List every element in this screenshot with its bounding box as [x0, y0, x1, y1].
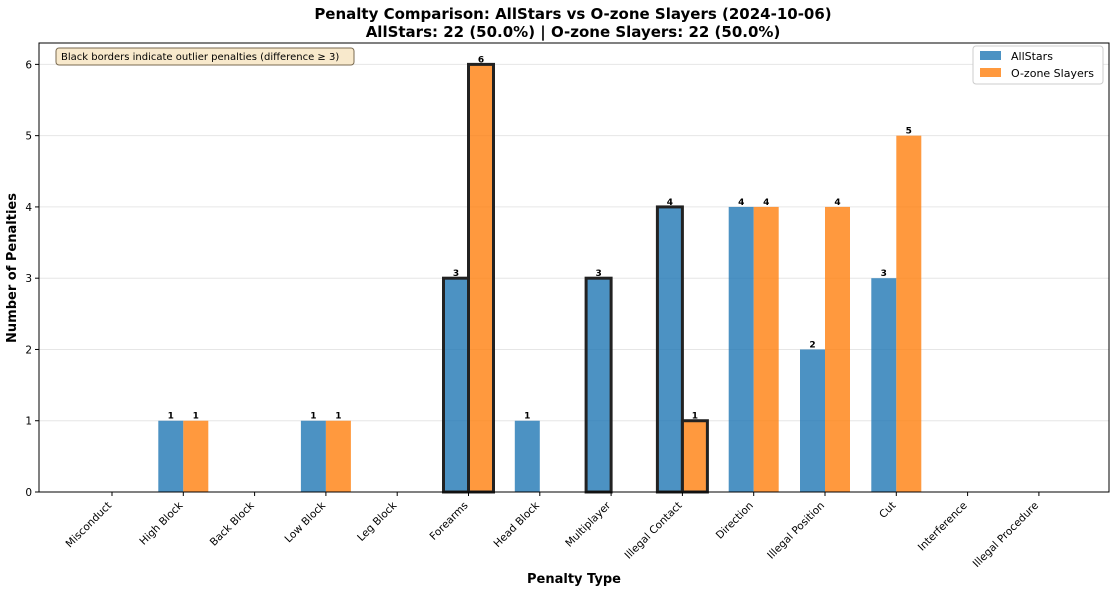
- bar-allstars-head-block: [514, 420, 540, 492]
- outlier-note: Black borders indicate outlier penalties…: [55, 47, 355, 66]
- data-label-o-zone-slayers-direction: 4: [763, 198, 769, 208]
- bars: [158, 62, 922, 494]
- bar-allstars-illegal-contact: [655, 205, 684, 494]
- bar-o-zone-slayers-low-block: [325, 420, 351, 492]
- data-label-allstars-forearms: 3: [453, 269, 459, 279]
- x-tick-label-illegal-procedure: Illegal Procedure: [971, 500, 1041, 570]
- y-tick-label: 2: [25, 344, 32, 356]
- data-label-o-zone-slayers-cut: 5: [906, 127, 912, 137]
- data-label-o-zone-slayers-illegal-position: 4: [834, 198, 840, 208]
- data-label-allstars-multiplayer: 3: [595, 269, 601, 279]
- legend-box: [972, 45, 1104, 85]
- data-labels: 1 1 1 1 3 6 1 3 4 1 4 4 2 4 3 5: [168, 55, 912, 421]
- x-tick-label-cut: Cut: [877, 500, 898, 521]
- bar-allstars-forearms: [442, 276, 470, 494]
- x-tick-label-low-block: Low Block: [282, 499, 328, 545]
- chart-title: Penalty Comparison: AllStars vs O-zone S…: [314, 5, 831, 23]
- x-axis-label: Penalty Type: [527, 572, 621, 587]
- data-label-allstars-illegal-position: 2: [809, 340, 815, 350]
- bar-o-zone-slayers-direction: [753, 206, 779, 492]
- x-tick-label-multiplayer: Multiplayer: [563, 499, 613, 549]
- legend-label-allstars: AllStars: [1011, 50, 1053, 63]
- x-tick-label-direction: Direction: [714, 500, 756, 542]
- bar-o-zone-slayers-illegal-contact: [680, 419, 709, 494]
- outlier-note-text: Black borders indicate outlier penalties…: [61, 52, 339, 63]
- plot-frame: [38, 42, 1110, 493]
- bar-allstars-illegal-position: [800, 349, 825, 492]
- x-tick-label-interference: Interference: [916, 500, 970, 554]
- data-label-o-zone-slayers-high-block: 1: [193, 412, 199, 422]
- bar-o-zone-slayers-illegal-position: [825, 206, 850, 492]
- x-axis: Misconduct High Block Back Block Low Block L…: [64, 492, 1041, 570]
- outlier-note-box: [55, 47, 355, 66]
- x-tick-label-head-block: Head Block: [492, 499, 543, 550]
- x-tick-label-high-block: High Block: [137, 499, 186, 548]
- data-label-allstars-illegal-contact: 4: [667, 198, 673, 208]
- chart-subtitle: AllStars: 22 (50.0%) | O-zone Slayers: 2…: [366, 23, 781, 42]
- data-label-o-zone-slayers-illegal-contact: 1: [692, 412, 698, 422]
- bar-o-zone-slayers-high-block: [183, 420, 209, 492]
- data-label-allstars-direction: 4: [738, 198, 744, 208]
- x-tick-label-illegal-contact: Illegal Contact: [623, 500, 685, 562]
- y-axis: 0 1 2 3 4 5 6: [25, 59, 39, 499]
- bar-allstars-direction: [728, 206, 754, 492]
- y-tick-label: 3: [25, 273, 32, 285]
- data-label-allstars-head-block: 1: [524, 412, 530, 422]
- data-label-o-zone-slayers-low-block: 1: [335, 412, 341, 422]
- bar-allstars-multiplayer: [584, 276, 613, 494]
- y-tick-label: 0: [25, 487, 32, 499]
- data-label-allstars-low-block: 1: [310, 412, 316, 422]
- bar-allstars-high-block: [158, 420, 184, 492]
- y-axis-label: Number of Penalties: [5, 193, 20, 343]
- data-label-o-zone-slayers-forearms: 6: [478, 55, 484, 65]
- x-tick-label-leg-block: Leg Block: [355, 499, 400, 544]
- y-tick-label: 6: [25, 59, 32, 71]
- bar-allstars-low-block: [300, 420, 326, 492]
- bar-o-zone-slayers-cut: [896, 135, 922, 492]
- y-tick-label: 4: [25, 202, 32, 214]
- x-tick-label-forearms: Forearms: [428, 500, 471, 543]
- x-tick-label-misconduct: Misconduct: [64, 500, 115, 551]
- data-label-allstars-cut: 3: [881, 269, 887, 279]
- legend-label-ozone-slayers: O-zone Slayers: [1011, 67, 1094, 80]
- legend-swatch-allstars: [980, 51, 1001, 60]
- bar-allstars-cut: [871, 278, 897, 492]
- bar-o-zone-slayers-forearms: [467, 62, 495, 494]
- y-tick-label: 1: [25, 416, 32, 428]
- legend: AllStars O-zone Slayers: [972, 45, 1104, 85]
- legend-swatch-ozone-slayers: [980, 68, 1001, 77]
- x-tick-label-illegal-position: Illegal Position: [765, 500, 827, 562]
- x-tick-label-back-block: Back Block: [208, 499, 258, 549]
- data-label-allstars-high-block: 1: [168, 412, 174, 422]
- y-tick-label: 5: [25, 131, 32, 143]
